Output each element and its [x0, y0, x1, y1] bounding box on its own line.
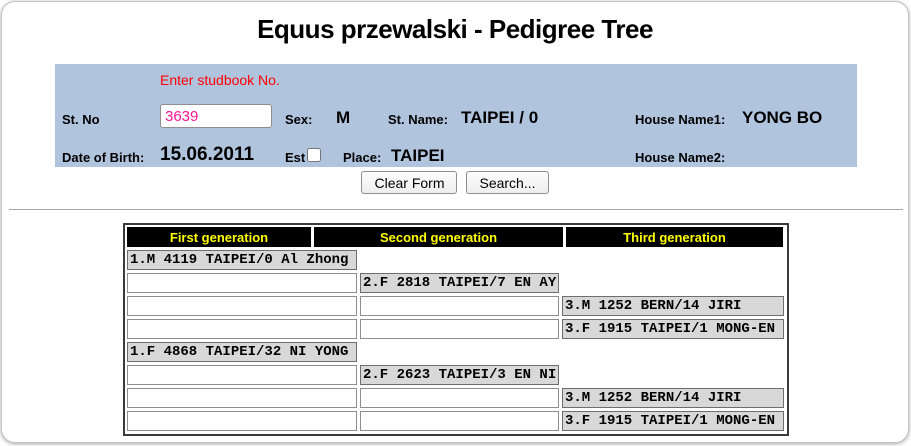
place-value: TAIPEI	[391, 146, 445, 165]
divider	[9, 209, 903, 210]
pedigree-header-row: First generation Second generation Third…	[127, 227, 784, 247]
pedigree-empty-cell	[360, 388, 559, 408]
house-name1-label: House Name1:	[635, 112, 726, 127]
pedigree-empty-cell	[127, 365, 357, 385]
header-third-generation: Third generation	[566, 227, 783, 247]
est-checkbox[interactable]	[307, 148, 321, 162]
pedigree-empty-cell	[127, 411, 357, 431]
pedigree-row: 3.F 1915 TAIPEI/1 MONG-EN	[127, 319, 784, 339]
pedigree-row: 2.F 2818 TAIPEI/7 EN AY	[127, 273, 784, 293]
pedigree-blank-cell	[562, 342, 784, 362]
page-title: Equus przewalski - Pedigree Tree	[257, 14, 653, 44]
st-no-input[interactable]	[160, 104, 272, 128]
pedigree-empty-cell	[360, 296, 559, 316]
pedigree-row: 3.M 1252 BERN/14 JIRI	[127, 296, 784, 316]
pedigree-row: 1.F 4868 TAIPEI/32 NI YONG	[127, 342, 784, 362]
house-name2-label: House Name2:	[635, 150, 726, 165]
est-label: Est	[285, 150, 306, 165]
pedigree-empty-cell	[360, 411, 559, 431]
house-name1-value: YONG BO	[742, 108, 823, 127]
pedigree-row: 1.M 4119 TAIPEI/0 Al Zhong	[127, 250, 784, 270]
pedigree-empty-cell	[127, 296, 357, 316]
pedigree-empty-cell	[127, 319, 357, 339]
pedigree-blank-cell	[360, 250, 559, 270]
st-name-label: St. Name:	[388, 112, 448, 127]
search-form-panel: Enter studbook No. St. No Sex: M St. Nam…	[55, 64, 857, 167]
sex-value: M	[336, 108, 351, 127]
st-no-label: St. No	[62, 112, 100, 127]
pedigree-blank-cell	[562, 365, 784, 385]
pedigree-cell: 2.F 2818 TAIPEI/7 EN AY	[360, 273, 559, 293]
pedigree-row: 3.F 1915 TAIPEI/1 MONG-EN	[127, 411, 784, 431]
search-button[interactable]: Search...	[466, 171, 549, 194]
pedigree-cell: 3.F 1915 TAIPEI/1 MONG-EN	[562, 411, 784, 431]
dob-label: Date of Birth:	[62, 150, 145, 165]
pedigree-table: First generation Second generation Third…	[123, 223, 789, 436]
st-name-value: TAIPEI / 0	[461, 108, 539, 127]
place-label: Place:	[343, 150, 382, 165]
pedigree-blank-cell	[360, 342, 559, 362]
pedigree-cell: 1.M 4119 TAIPEI/0 Al Zhong	[127, 250, 357, 270]
sex-label: Sex:	[285, 112, 313, 127]
studbook-hint: Enter studbook No.	[160, 72, 280, 88]
dob-value: 15.06.2011	[160, 144, 255, 165]
pedigree-cell: 3.M 1252 BERN/14 JIRI	[562, 388, 784, 408]
pedigree-cell: 3.F 1915 TAIPEI/1 MONG-EN	[562, 319, 784, 339]
pedigree-cell: 3.M 1252 BERN/14 JIRI	[562, 296, 784, 316]
header-first-generation: First generation	[127, 227, 311, 247]
pedigree-cell: 2.F 2623 TAIPEI/3 EN NI	[360, 365, 559, 385]
pedigree-cell: 1.F 4868 TAIPEI/32 NI YONG	[127, 342, 357, 362]
pedigree-empty-cell	[127, 273, 357, 293]
form-buttons: Clear Form Search...	[2, 171, 908, 194]
pedigree-rows: 1.M 4119 TAIPEI/0 Al Zhong 2.F 2818 TAIPE…	[127, 250, 784, 431]
pedigree-row: 2.F 2623 TAIPEI/3 EN NI	[127, 365, 784, 385]
pedigree-blank-cell	[562, 273, 784, 293]
pedigree-blank-cell	[562, 250, 784, 270]
pedigree-empty-cell	[127, 388, 357, 408]
header-second-generation: Second generation	[314, 227, 563, 247]
pedigree-empty-cell	[360, 319, 559, 339]
clear-form-button[interactable]: Clear Form	[361, 171, 458, 194]
pedigree-row: 3.M 1252 BERN/14 JIRI	[127, 388, 784, 408]
